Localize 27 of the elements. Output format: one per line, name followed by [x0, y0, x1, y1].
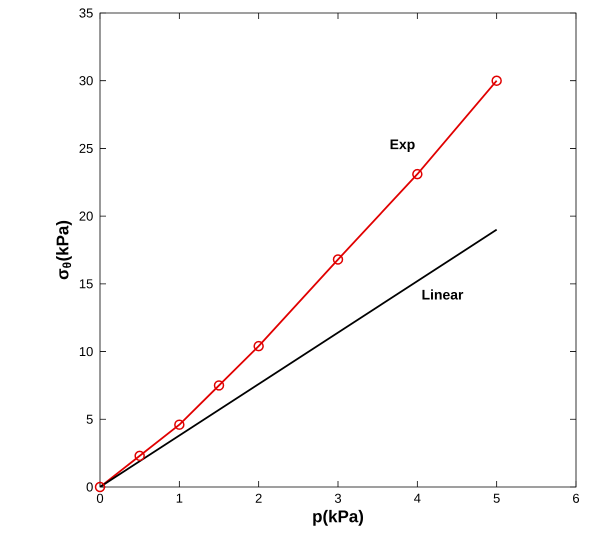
x-tick-label: 3	[334, 494, 342, 503]
series-label: Exp	[390, 140, 415, 152]
x-tick-label: 1	[176, 494, 182, 503]
y-tick-label: 0	[86, 482, 93, 492]
x-tick-label: 0	[96, 494, 104, 503]
point	[214, 380, 224, 391]
x-tick-label: 4	[414, 494, 421, 503]
y-tick-label: 35	[79, 8, 93, 18]
y-axis-title: σ$_{θ}$(kPa)	[56, 220, 72, 280]
point	[491, 75, 502, 86]
y-tick-label: 20	[80, 212, 93, 221]
series-label: Linear	[422, 289, 464, 300]
point	[174, 419, 185, 430]
y-tick-label: 25	[80, 144, 93, 154]
y-tick-label: 10	[80, 346, 93, 356]
x-axis-title: p(kPa)	[313, 510, 364, 526]
point	[134, 450, 145, 462]
y-tick-label: 15	[80, 279, 93, 288]
point	[412, 168, 423, 180]
x-tick-label: 2	[256, 494, 262, 503]
x-tick-label: 6	[573, 494, 580, 503]
y-tick-label: 5	[86, 414, 93, 424]
x-tick-label: 5	[494, 494, 500, 503]
y-tick-label: 30	[79, 76, 93, 86]
point	[94, 482, 106, 492]
point	[332, 254, 344, 265]
point	[253, 340, 264, 352]
